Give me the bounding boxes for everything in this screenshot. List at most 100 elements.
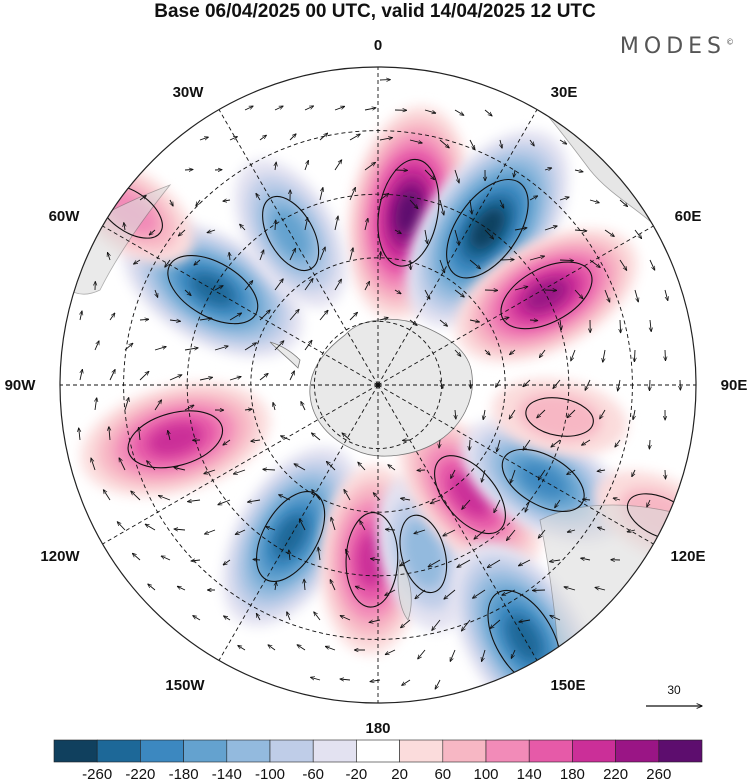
- wind-arrow: [574, 230, 587, 231]
- contour-ring: [446, 178, 529, 279]
- wind-arrow: [244, 106, 253, 111]
- wind-arrow: [139, 371, 149, 381]
- wind-arrow: [507, 529, 516, 541]
- wind-arrow: [538, 529, 546, 538]
- wind-arrow: [330, 580, 336, 591]
- wind-arrow: [188, 500, 201, 502]
- wind-arrow: [424, 109, 436, 113]
- south-pole-marker: [375, 382, 381, 388]
- wind-arrow: [184, 405, 194, 411]
- wind-arrow: [595, 587, 606, 590]
- wind-arrow: [319, 247, 325, 261]
- longitude-labels: 0 30E 60E 90E 120E 150E 180 150W 120W 90…: [5, 37, 748, 737]
- colorbar-tick-label: 100: [473, 766, 498, 783]
- colorbar-tick-label: -60: [302, 766, 324, 783]
- antarctica-landmass: [309, 318, 473, 457]
- wind-arrow: [494, 499, 501, 513]
- wind-vectors: [79, 80, 681, 690]
- colorbar-swatch: [485, 739, 530, 763]
- wind-arrow: [603, 349, 605, 362]
- wind-arrow: [532, 590, 546, 591]
- wind-arrow: [424, 289, 430, 299]
- wind-arrow: [454, 289, 464, 297]
- wind-arrow: [538, 469, 546, 480]
- wind-arrow: [529, 139, 534, 146]
- wind-arrow: [340, 616, 351, 621]
- wind-arrow: [379, 318, 388, 320]
- wind-arrow: [235, 529, 246, 534]
- colorbar-swatch: [53, 739, 98, 763]
- wind-arrow: [199, 137, 208, 141]
- wind-arrow: [502, 589, 516, 595]
- antarctic-peninsula: [269, 341, 301, 369]
- anomaly-level: [402, 519, 444, 589]
- brand-name: MODES: [619, 34, 726, 59]
- wind-arrow: [410, 259, 411, 270]
- wind-arrow: [274, 106, 283, 111]
- wind-arrow: [409, 199, 418, 209]
- wind-arrow: [450, 649, 456, 661]
- wind-arrow: [589, 259, 600, 268]
- wind-arrow: [218, 499, 231, 505]
- wind-arrow: [334, 106, 345, 111]
- wind-arrow: [331, 517, 336, 531]
- wind-arrow: [256, 613, 261, 621]
- contour-ring: [127, 410, 224, 469]
- wind-arrow: [174, 468, 186, 471]
- wind-arrow: [199, 377, 213, 381]
- brand-logo: MODES©: [620, 34, 734, 59]
- anomaly-level: [271, 207, 311, 260]
- wind-arrow: [94, 341, 99, 351]
- wind-arrow: [551, 439, 561, 447]
- wind-arrow: [600, 409, 606, 419]
- wind-arrow: [279, 495, 291, 501]
- wind-arrow: [598, 527, 606, 530]
- wind-arrow: [439, 259, 445, 273]
- wind-arrow: [273, 403, 275, 411]
- wind-arrow: [665, 349, 666, 361]
- new-zealand-landmass: [397, 558, 412, 621]
- colorbar-swatch: [183, 739, 228, 763]
- wind-arrow: [583, 499, 591, 500]
- wind-arrow: [394, 289, 401, 294]
- wind-arrow: [263, 469, 276, 470]
- wind-arrow: [344, 490, 351, 501]
- wind-arrow: [409, 319, 417, 325]
- wind-arrow: [91, 458, 96, 471]
- wind-arrow: [233, 469, 246, 474]
- wind-arrow: [124, 223, 125, 231]
- colorbar-tick-label: -220: [125, 766, 155, 783]
- wind-arrow: [79, 428, 80, 441]
- wind-arrow: [484, 349, 490, 355]
- height-contour: [500, 261, 593, 330]
- wind-arrow: [649, 259, 655, 270]
- wind-arrow: [379, 193, 389, 201]
- wind-arrow: [567, 469, 576, 475]
- wind-arrow: [256, 193, 261, 201]
- wind-arrow: [204, 469, 216, 474]
- colorbar-swatch: [658, 739, 703, 763]
- wind-arrow: [289, 371, 294, 381]
- wind-arrow: [196, 199, 201, 206]
- lon-label-90e: 90E: [721, 377, 748, 394]
- wind-arrow: [618, 379, 620, 391]
- height-contour: [377, 158, 440, 267]
- wind-arrow: [510, 349, 516, 355]
- wind-arrow: [523, 379, 531, 387]
- wind-arrow: [627, 530, 636, 532]
- wind-arrow: [523, 439, 531, 450]
- wind-arrow: [274, 341, 284, 351]
- wind-arrow: [424, 169, 434, 180]
- colorbar-swatch: [442, 739, 487, 763]
- wind-arrow: [470, 199, 472, 214]
- wind-arrow: [482, 469, 486, 482]
- wind-arrow: [544, 168, 552, 170]
- wind-arrow: [169, 320, 180, 321]
- wind-arrow: [632, 469, 635, 477]
- disc-outline: [59, 66, 697, 704]
- copyright-mark: ©: [726, 37, 734, 47]
- wind-arrow: [294, 464, 306, 471]
- wind-arrow: [223, 439, 231, 445]
- colorbar-swatch: [399, 739, 444, 763]
- wind-arrow: [334, 279, 341, 291]
